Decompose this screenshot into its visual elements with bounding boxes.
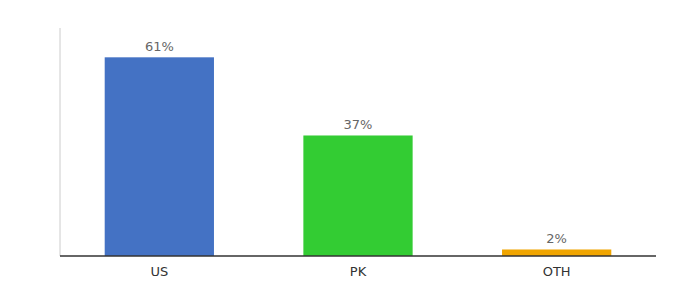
x-axis-line [60,255,656,257]
data-label: 2% [546,231,567,246]
x-tick-labels: US PK OTH [150,264,570,279]
bar [502,249,611,256]
x-tick-label: US [150,264,168,279]
data-label: 37% [344,117,373,132]
x-tick-label: OTH [543,264,571,279]
data-labels: 61% 37% 2% [145,39,567,246]
bars [105,57,612,256]
x-tick-label: PK [350,264,367,279]
chart-container: 61% 37% 2% US PK OTH [0,0,680,300]
bar [303,135,412,256]
data-label: 61% [145,39,174,54]
chart: 61% 37% 2% US PK OTH [0,0,680,300]
y-axis-line [60,28,61,256]
bar [105,57,214,256]
